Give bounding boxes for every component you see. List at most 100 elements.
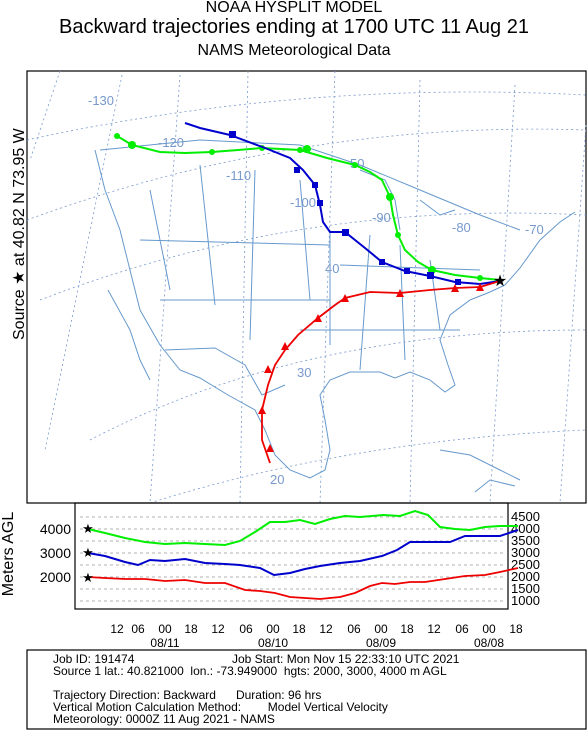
profile-gridlines [80,516,506,602]
profile-source-star-icon: ★ [82,545,94,560]
trajectory-3000m-marker [229,131,236,138]
trajectory-2000m-path [261,280,501,464]
coastline-baja [107,289,151,381]
profile-tick-left: 3000 [40,545,71,561]
trajectory-3000m-path [184,122,501,286]
trajectory-3000m-marker [427,272,434,279]
time-axis-label: 06 [131,622,145,636]
date-axis-label: 08/11 [150,636,179,650]
trajectory-4000m-marker [297,147,303,153]
trajectory-3000m-marker [342,229,349,236]
date-axis-label: 08/09 [366,636,396,650]
vertical-motion-method: Vertical Motion Calculation Method: Mode… [53,700,388,714]
model-title: NOAA HYSPLIT MODEL [205,0,383,16]
state-borders [139,164,481,371]
trajectory-3000m-marker [379,259,385,265]
trajectory-2000m-marker [451,284,459,292]
great-lakes-shore-east [419,199,456,216]
longitude-line-140 [29,70,61,161]
trajectory-2000m-marker [314,314,322,322]
time-axis-label: 00 [482,622,496,636]
latitude-line-20 [149,429,587,504]
trajectory-3000m-marker [317,200,323,206]
trajectory-title: Backward trajectories ending at 1700 UTC… [59,16,529,38]
time-axis-label: 12 [110,622,124,636]
trajectory-2000m-marker [266,444,274,452]
profile-tick-right: 4000 [511,521,540,536]
trajectory-2000m-marker [341,294,349,302]
time-axis-label: 00 [158,622,172,636]
trajectory-3000m-marker [312,182,318,188]
trajectory-4000m-marker [395,232,401,238]
trajectory-4000m-marker [477,275,483,281]
trajectory-direction: Trajectory Direction: Backward Duration:… [53,688,322,702]
great-lakes-shore [359,169,401,231]
trajectory-3000m-marker [455,279,461,285]
longitude-label: -130 [88,93,114,108]
profile-tick-right: 1000 [511,593,540,608]
trajectory-4000m-marker [352,162,358,168]
meteorology-title: NAMS Meteorological Data [197,42,391,59]
date-axis-label: 08/10 [258,636,288,650]
trajectory-4000m-marker [209,149,215,155]
longitude-line-80 [489,84,516,504]
time-axis-label: 12 [319,622,333,636]
coastlines [94,139,576,493]
time-axis-label: 18 [184,622,198,636]
profile-tick-right: 2000 [511,569,540,584]
profile-tick-right: 1500 [511,581,540,596]
profile-2000m-line [87,567,519,600]
profile-4000m-line [87,509,518,547]
source-details: Source 1 lat.: 40.821000 lon.: -73.94900… [53,664,447,678]
time-axis-label: 12 [211,622,225,636]
latitude-label: 30 [297,365,311,380]
profile-tick-right: 3500 [511,533,540,548]
trajectory-3000m-marker [404,268,410,274]
profile-tick-right: 4500 [511,509,540,524]
time-axis-label: 18 [400,622,414,636]
profile-source-star-icon: ★ [82,521,94,536]
time-axis-label: 06 [239,622,253,636]
coastline-mainland [94,149,576,479]
source-star-icon: ★ [493,273,507,290]
trajectory-2000m-marker [476,283,484,291]
info-frame [26,649,587,730]
job-id: Job ID: 191474 [53,652,135,666]
longitude-line-120 [149,74,181,504]
trajectory-3000m-markers [229,131,461,285]
time-axis-label: 18 [292,622,306,636]
time-axis-label: 06 [455,622,469,636]
time-axis-label: 00 [266,622,280,636]
longitude-line-130 [44,74,123,451]
time-axis-label: 06 [347,622,361,636]
latitude-line-30 [89,329,587,441]
trajectory-2000m-marker [258,406,266,414]
profile-tick-left: 2000 [40,569,71,585]
latitude-line-40 [39,212,587,301]
profile-3000m-line [87,529,519,577]
coastline-cuba [439,449,521,481]
time-axis-label: 18 [509,622,523,636]
latitude-label: 40 [325,261,339,276]
profile-source-star-icon: ★ [82,570,94,585]
meteorology-info: Meteorology: 0000Z 11 Aug 2021 - NAMS [53,712,275,726]
trajectory-4000m-marker [386,193,394,201]
job-start: Job Start: Mon Nov 15 22:33:10 UTC 2021 [232,652,460,666]
border-canada-us [99,139,521,231]
trajectory-2000m-marker [264,365,272,373]
trajectory-4000m-marker [128,141,136,149]
longitude-line-100 [319,70,336,504]
latitude-label: 20 [270,472,284,487]
coastline-hispaniola [474,479,516,493]
longitude-label: -120 [158,135,184,150]
border-us-mexico [164,347,286,396]
trajectory-4000m-path [116,135,501,281]
trajectory-4000m-marker [114,133,120,139]
trajectory-2000m-marker [396,289,404,297]
longitude-label: -100 [290,195,316,210]
longitude-line-70 [559,124,587,504]
longitude-line-110 [239,70,249,504]
trajectory-2000m-marker [281,342,289,350]
profile-frame [74,502,509,610]
